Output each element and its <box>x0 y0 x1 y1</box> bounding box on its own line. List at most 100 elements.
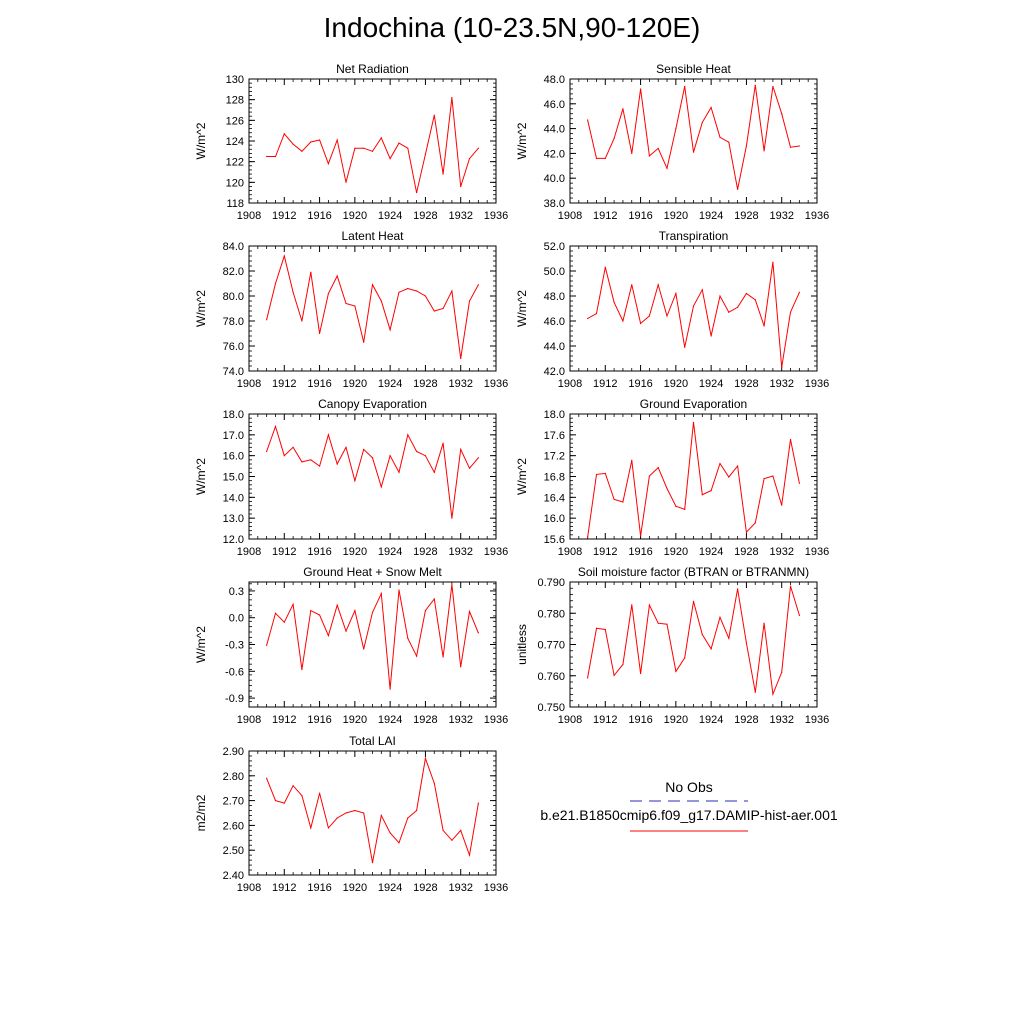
data-point <box>468 610 471 613</box>
y-tick-label: 16.4 <box>544 492 565 504</box>
y-tick-label: 15.0 <box>223 472 244 484</box>
y-tick-label: 2.70 <box>223 796 244 808</box>
x-tick-label: 1916 <box>307 546 331 558</box>
data-point <box>398 291 400 293</box>
data-point <box>477 147 479 149</box>
y-tick-label: 120 <box>226 177 244 189</box>
y-tick-label: 52.0 <box>544 241 565 253</box>
data-point <box>442 656 444 658</box>
plot-frame <box>248 750 497 876</box>
data-point <box>292 603 294 605</box>
data-point <box>327 827 329 829</box>
data-point <box>737 465 739 467</box>
x-tick-label: 1912 <box>272 882 296 894</box>
data-point <box>763 622 765 624</box>
data-point <box>631 604 633 606</box>
panels-group: Net Radiation W/m^2 1908 1912 1916 1920 1924 19… <box>194 62 829 894</box>
data-point <box>639 672 642 675</box>
x-tick-label: 1916 <box>307 882 331 894</box>
y-tick-label: 13.0 <box>223 513 244 525</box>
x-tick-label: 1908 <box>237 882 261 894</box>
chart-panel-8: Total LAI m2/m2 1908 1912 1916 1920 1924 1928 19… <box>194 734 508 894</box>
data-point <box>336 817 338 819</box>
x-tick-label: 1936 <box>484 378 508 390</box>
data-point <box>363 648 365 650</box>
data-point <box>407 434 409 436</box>
y-tick-label: 14.0 <box>223 492 244 504</box>
data-point <box>701 289 703 291</box>
data-point <box>754 299 756 301</box>
series-line <box>266 756 479 863</box>
data-point <box>274 155 277 158</box>
data-point <box>798 145 800 147</box>
y-tick-label: 17.2 <box>544 451 565 463</box>
x-tick-label: 1916 <box>307 378 331 390</box>
y-tick-label: 0.3 <box>229 586 244 598</box>
data-point <box>424 757 427 760</box>
data-point <box>639 322 642 325</box>
y-tick-label: 0.760 <box>537 671 565 683</box>
x-tick-label: 1924 <box>699 546 723 558</box>
y-tick-label: 16.8 <box>544 472 565 484</box>
chart-panel-1: Sensible Heat W/m^2 1908 1912 1916 1920 1924 19… <box>515 62 829 222</box>
y-tick-label: 2.60 <box>223 820 244 832</box>
x-tick-label: 1924 <box>699 714 723 726</box>
data-point <box>745 531 748 533</box>
y-tick-label: 44.0 <box>544 124 565 136</box>
data-point <box>345 812 347 814</box>
data-point <box>622 320 624 322</box>
y-tick-label: 50.0 <box>544 266 565 278</box>
x-tick-label: 1920 <box>664 210 688 222</box>
data-point <box>728 637 730 639</box>
data-point <box>772 693 774 695</box>
data-point <box>684 346 686 348</box>
data-point <box>389 688 391 690</box>
data-point <box>274 425 277 428</box>
data-point <box>754 84 756 86</box>
data-point <box>327 163 329 165</box>
data-point <box>424 295 427 297</box>
y-tick-label: 16.0 <box>544 513 565 525</box>
data-point <box>433 310 435 312</box>
data-point <box>292 785 294 787</box>
data-point <box>639 535 642 537</box>
data-point <box>345 302 347 305</box>
x-tick-label: 1928 <box>413 714 437 726</box>
legend-model-label: b.e21.B1850cmip6.f09_g17.DAMIP-hist-aer.… <box>540 807 838 823</box>
series-line <box>266 584 479 690</box>
y-tick-label: -0.9 <box>225 693 244 705</box>
x-tick-label: 1920 <box>343 210 367 222</box>
data-point <box>719 295 721 297</box>
data-point <box>684 508 686 510</box>
data-point <box>363 448 365 451</box>
data-point <box>763 477 765 480</box>
y-tick-label: 0.750 <box>537 702 565 714</box>
data-point <box>737 188 739 190</box>
x-tick-label: 1920 <box>343 378 367 390</box>
data-point <box>468 300 471 302</box>
plot-frame <box>248 581 497 708</box>
data-point <box>754 691 756 693</box>
data-point <box>763 150 765 152</box>
data-point <box>657 284 659 286</box>
x-tick-label: 1916 <box>628 714 652 726</box>
y-tick-label: 126 <box>226 115 244 127</box>
data-point <box>371 284 374 286</box>
data-point <box>301 668 303 671</box>
y-axis-label: W/m^2 <box>515 458 529 495</box>
data-point <box>595 473 598 476</box>
data-point <box>468 157 471 160</box>
x-tick-label: 1936 <box>484 882 508 894</box>
data-point <box>310 609 312 612</box>
data-point <box>310 827 312 829</box>
data-point <box>684 657 686 659</box>
x-tick-label: 1936 <box>805 714 829 726</box>
y-tick-label: 128 <box>226 95 244 107</box>
panel-title: Ground Evaporation <box>640 397 747 411</box>
data-point <box>631 284 633 286</box>
data-point <box>639 88 642 90</box>
data-point <box>451 517 453 519</box>
data-point <box>460 185 462 188</box>
x-tick-label: 1924 <box>378 714 402 726</box>
x-tick-label: 1912 <box>593 546 617 558</box>
